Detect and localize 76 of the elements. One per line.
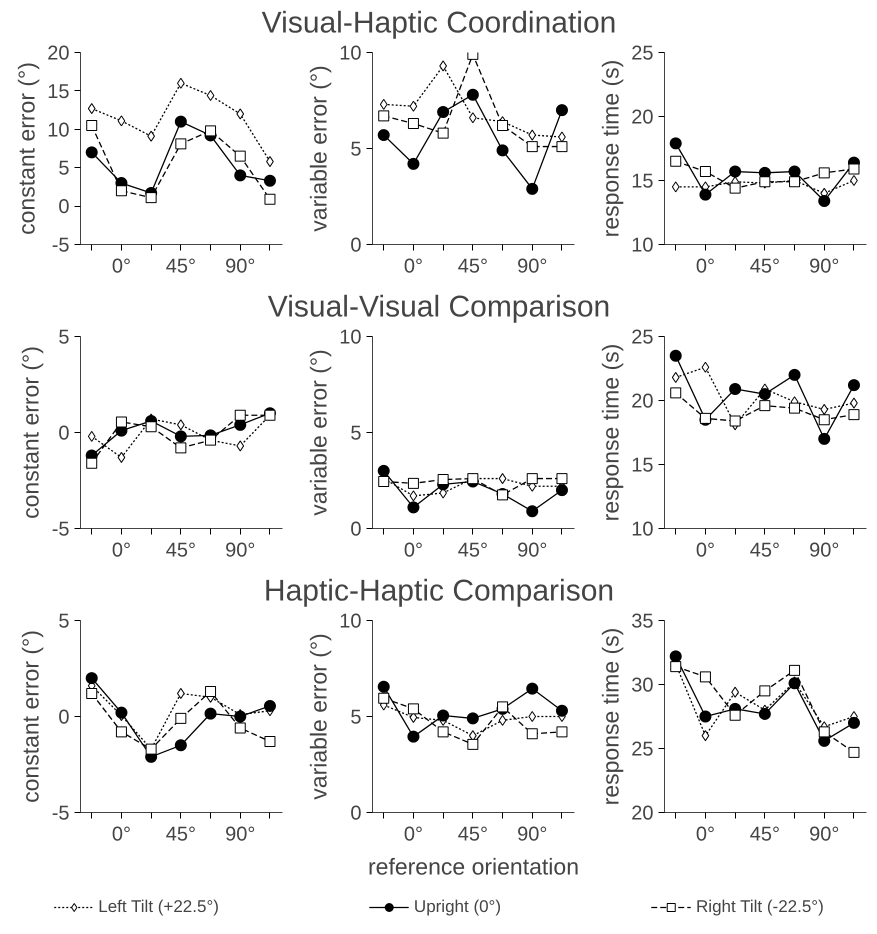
x-tick-label: 45° <box>750 824 780 846</box>
x-tick-label: 45° <box>750 256 780 278</box>
x-tick-label: 90° <box>225 824 256 846</box>
x-tick-label: 0° <box>696 540 715 562</box>
y-tick-label: -5 <box>52 234 70 256</box>
y-tick-label: 15 <box>631 454 654 476</box>
y-tick-label: 0 <box>350 802 362 824</box>
y-tick-label: 0 <box>58 706 70 728</box>
x-tick-label: 45° <box>458 256 488 278</box>
chart-title: Haptic-Haptic Comparison <box>264 574 614 608</box>
y-tick-label: 5 <box>58 158 70 180</box>
x-tick-label: 0° <box>404 540 423 562</box>
y-tick-label: 30 <box>631 674 654 696</box>
y-tick-label: 10 <box>47 119 70 142</box>
y-tick-label: 0 <box>58 422 70 444</box>
y-tick-label: 20 <box>631 106 654 128</box>
legend-label: Right Tilt (-22.5°) <box>696 897 824 917</box>
y-axis-title: variable error (°) <box>305 633 332 800</box>
y-axis-title: variable error (°) <box>305 65 332 232</box>
y-axis-title: response time (s) <box>597 344 624 522</box>
x-tick-label: 45° <box>166 256 196 278</box>
x-tick-label: 45° <box>166 540 196 562</box>
x-tick-label: 90° <box>517 256 548 278</box>
y-tick-label: 5 <box>350 138 362 160</box>
x-tick-label: 0° <box>112 540 131 562</box>
y-tick-label: -5 <box>52 518 70 540</box>
x-tick-label: 90° <box>809 824 840 846</box>
y-axis-title: response time (s) <box>597 60 624 238</box>
y-tick-label: 5 <box>350 422 362 444</box>
y-tick-label: 0 <box>350 518 362 540</box>
x-axis-title: reference orientation <box>368 854 579 880</box>
x-tick-label: 90° <box>225 256 256 278</box>
y-tick-label: 20 <box>47 42 70 64</box>
y-tick-label: 10 <box>339 326 362 348</box>
y-tick-label: -5 <box>52 802 70 824</box>
legend-label: Upright (0°) <box>414 897 502 917</box>
y-tick-label: 35 <box>631 610 654 632</box>
x-tick-label: 90° <box>517 540 548 562</box>
y-axis-title: response time (s) <box>597 628 624 806</box>
x-tick-label: 45° <box>458 824 488 846</box>
x-tick-label: 90° <box>809 256 840 278</box>
y-tick-label: 10 <box>631 234 654 256</box>
x-tick-label: 90° <box>517 824 548 846</box>
y-tick-label: 10 <box>339 42 362 64</box>
x-tick-label: 45° <box>166 824 196 846</box>
y-tick-label: 5 <box>58 610 70 632</box>
chart-title: Visual-Haptic Coordination <box>262 6 616 40</box>
y-tick-label: 5 <box>350 706 362 728</box>
y-tick-label: 10 <box>631 518 654 540</box>
x-tick-label: 45° <box>750 540 780 562</box>
x-tick-label: 45° <box>458 540 488 562</box>
chart-title: Visual-Visual Comparison <box>268 290 610 324</box>
y-tick-label: 25 <box>631 738 654 760</box>
legend-label: Left Tilt (+22.5°) <box>98 897 219 917</box>
x-tick-label: 0° <box>696 824 715 846</box>
y-tick-label: 20 <box>631 390 654 412</box>
y-tick-label: 0 <box>58 196 70 218</box>
y-tick-label: 25 <box>631 326 654 348</box>
y-axis-title: constant error (°) <box>13 62 40 235</box>
x-tick-label: 0° <box>696 256 715 278</box>
x-tick-label: 0° <box>112 824 131 846</box>
y-axis-title: variable error (°) <box>305 349 332 516</box>
y-tick-label: 0 <box>350 234 362 256</box>
y-tick-label: 15 <box>631 170 654 192</box>
y-axis-title: constant error (°) <box>18 346 44 519</box>
x-tick-label: 90° <box>225 540 256 562</box>
y-tick-label: 10 <box>339 610 362 632</box>
y-tick-label: 25 <box>631 42 654 64</box>
x-tick-label: 0° <box>404 824 423 846</box>
x-tick-label: 0° <box>404 256 423 278</box>
x-tick-label: 0° <box>112 256 131 278</box>
y-tick-label: 5 <box>58 326 70 348</box>
x-tick-label: 90° <box>809 540 840 562</box>
y-tick-label: 15 <box>47 80 70 103</box>
y-axis-title: constant error (°) <box>18 630 44 803</box>
y-tick-label: 20 <box>631 802 654 824</box>
